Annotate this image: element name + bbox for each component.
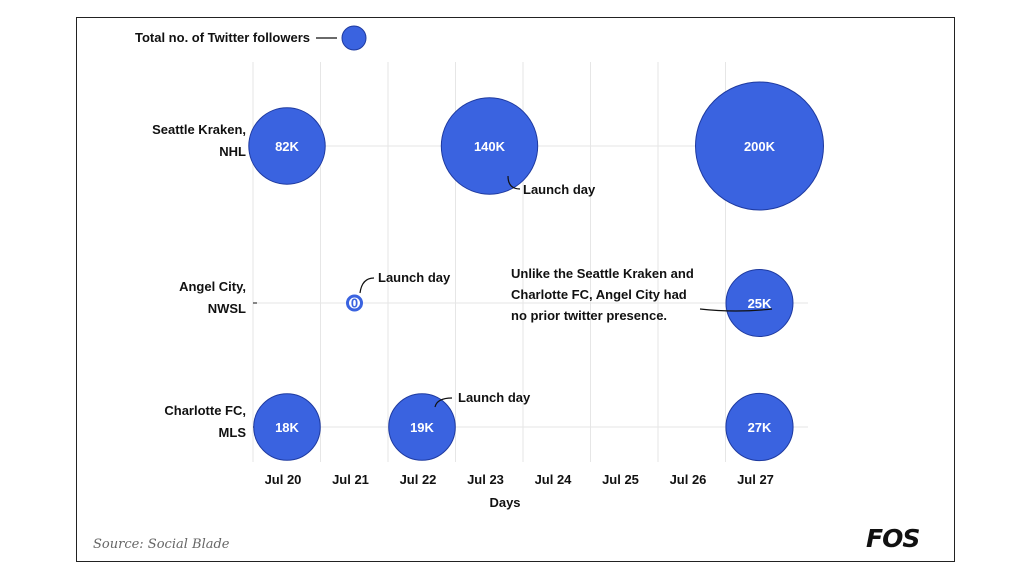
bubble bbox=[248, 107, 326, 185]
y-tick-label: Angel City, NWSL bbox=[179, 279, 246, 316]
size-legend-bubble bbox=[341, 25, 367, 51]
size-legend-label: Total no. of Twitter followers bbox=[135, 30, 310, 45]
x-tick-label: Jul 27 bbox=[737, 472, 774, 487]
annotation-leader bbox=[699, 308, 773, 312]
annotation-text: Launch day bbox=[458, 390, 531, 405]
x-tick-label: Jul 20 bbox=[265, 472, 302, 487]
y-tick-label: Seattle Kraken, NHL bbox=[152, 122, 246, 159]
annotation-text: Launch day bbox=[378, 270, 451, 285]
bubble-label: 19K bbox=[410, 420, 434, 435]
annotation-leader bbox=[359, 277, 375, 294]
bubble-label: 27K bbox=[748, 420, 772, 435]
annotation-text: Launch day bbox=[523, 182, 596, 197]
annotation-note: Unlike the Seattle Kraken and Charlotte F… bbox=[511, 266, 694, 323]
x-axis-label: Days bbox=[489, 495, 520, 510]
source-note: Source: Social Blade bbox=[93, 537, 230, 552]
bubble bbox=[695, 81, 824, 211]
x-tick-label: Jul 24 bbox=[535, 472, 573, 487]
bubble bbox=[346, 294, 363, 312]
x-tick-label: Jul 26 bbox=[670, 472, 707, 487]
chart-frame bbox=[76, 17, 955, 562]
bubble-label: 25K bbox=[748, 296, 772, 311]
annotation-leader bbox=[434, 397, 453, 408]
y-tick-label: Charlotte FC, MLS bbox=[164, 403, 246, 440]
x-tick-label: Jul 21 bbox=[332, 472, 369, 487]
bubble-label: 200K bbox=[744, 139, 776, 154]
x-tick-label: Jul 23 bbox=[467, 472, 504, 487]
bubble-label: 82K bbox=[275, 139, 299, 154]
bubble bbox=[725, 269, 794, 337]
x-tick-label: Jul 22 bbox=[400, 472, 437, 487]
bubble-label: 140K bbox=[474, 139, 506, 154]
bubble-label: 18K bbox=[275, 420, 299, 435]
brand-logo: FOS bbox=[866, 524, 920, 553]
bubble bbox=[388, 393, 456, 461]
bubble bbox=[725, 392, 794, 462]
bubble bbox=[253, 393, 321, 461]
bubble bbox=[440, 97, 539, 195]
bubble-label: 0 bbox=[351, 296, 358, 311]
x-tick-label: Jul 25 bbox=[602, 472, 639, 487]
annotation-leader bbox=[507, 175, 521, 190]
